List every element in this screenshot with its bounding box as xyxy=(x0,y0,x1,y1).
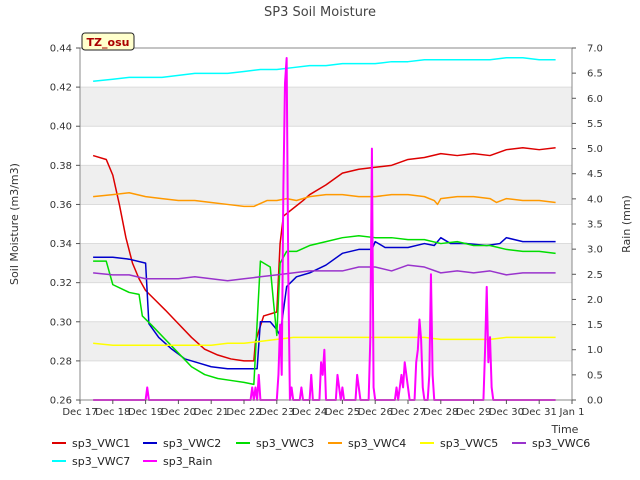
legend-item-sp3_VWC7: sp3_VWC7 xyxy=(52,455,130,468)
x-tick-label: Dec 25 xyxy=(325,407,360,418)
y-tick-label-left: 0.40 xyxy=(50,122,72,133)
legend-label: sp3_VWC4 xyxy=(348,437,406,450)
grid-lines xyxy=(80,47,572,401)
y-tick-label-right: 0.5 xyxy=(587,370,603,381)
legend-label: sp3_VWC7 xyxy=(72,455,130,468)
legend-label: sp3_VWC6 xyxy=(532,437,590,450)
x-tick-label: Dec 24 xyxy=(292,407,327,418)
grid-bands xyxy=(80,87,572,361)
x-tick-label: Dec 19 xyxy=(128,407,163,418)
legend-label: sp3_VWC5 xyxy=(440,437,498,450)
y-tick-label-right: 0.0 xyxy=(587,396,603,407)
y-tick-label-left: 0.30 xyxy=(50,317,72,328)
site-badge-label: TZ_osu xyxy=(87,36,130,49)
y-tick-label-right: 2.5 xyxy=(587,270,603,281)
x-axis-title: Time xyxy=(551,423,579,436)
y-tick-label-right: 6.5 xyxy=(587,69,603,80)
x-tick-label: Dec 21 xyxy=(194,407,229,418)
legend-item-sp3_VWC3: sp3_VWC3 xyxy=(236,437,314,450)
legend-label: sp3_VWC2 xyxy=(163,437,221,450)
x-tick-label: Dec 18 xyxy=(95,407,130,418)
y-tick-label-left: 0.34 xyxy=(50,239,72,250)
legend-label: sp3_VWC1 xyxy=(72,437,130,450)
y-axis-right-title: Rain (mm) xyxy=(620,195,633,253)
y-tick-label-left: 0.44 xyxy=(50,44,72,55)
site-badge-box xyxy=(81,32,135,51)
series-line-sp3_VWC1 xyxy=(92,146,556,362)
legend-item-sp3_VWC5: sp3_VWC5 xyxy=(420,437,498,450)
y-tick-label-left: 0.42 xyxy=(50,83,72,94)
y-axis-left-title: Soil Moisture (m3/m3) xyxy=(8,163,21,285)
legend-item-sp3_VWC1: sp3_VWC1 xyxy=(52,437,130,450)
y-tick-label-left: 0.32 xyxy=(50,278,72,289)
x-tick-label: Jan 1 xyxy=(559,407,585,418)
legend-label: sp3_VWC3 xyxy=(256,437,314,450)
y-tick-label-right: 3.5 xyxy=(587,220,603,231)
y-tick-label-left: 0.26 xyxy=(50,396,72,407)
y-tick-label-right: 1.5 xyxy=(587,320,603,331)
x-tick-label: Dec 26 xyxy=(358,407,393,418)
grid-band xyxy=(80,243,572,283)
x-tick-label: Dec 29 xyxy=(456,407,491,418)
x-tick-label: Dec 22 xyxy=(226,407,261,418)
x-tick-label: Dec 28 xyxy=(423,407,458,418)
y-tick-label-left: 0.38 xyxy=(50,161,72,172)
y-tick-label-left: 0.28 xyxy=(50,356,72,367)
y-tick-label-right: 6.0 xyxy=(587,94,603,105)
y-tick-label-right: 1.0 xyxy=(587,345,603,356)
y-tick-label-right: 7.0 xyxy=(587,44,603,55)
x-tick-label: Dec 30 xyxy=(489,407,524,418)
legend-item-sp3_VWC6: sp3_VWC6 xyxy=(512,437,590,450)
series-line-sp3_VWC5 xyxy=(93,336,556,346)
y-tick-label-right: 5.0 xyxy=(587,144,603,155)
x-tick-label: Dec 27 xyxy=(390,407,425,418)
legend-item-sp3_Rain: sp3_Rain xyxy=(143,455,212,468)
x-tick-label: Dec 20 xyxy=(161,407,196,418)
series-line-sp3_VWC6 xyxy=(93,264,556,282)
y-axis-right: 0.0 0.5 1.0 1.5 2.0 2.5 3.0 3.5 4.0 4.5 5.0 5.5 6.0 6… xyxy=(572,44,603,407)
y-axis-left: 0.26 0.28 0.30 0.32 0.34 0.36 0.38 0.40 0.42 0.44 xyxy=(50,44,80,407)
legend-item-sp3_VWC4: sp3_VWC4 xyxy=(328,437,406,450)
series-line-sp3_VWC4 xyxy=(93,191,556,208)
y-tick-label-right: 5.5 xyxy=(587,119,603,130)
site-badge: TZ_osu xyxy=(81,32,135,51)
x-tick-label: Dec 31 xyxy=(522,407,557,418)
y-tick-label-right: 2.0 xyxy=(587,295,603,306)
chart-title: SP3 Soil Moisture xyxy=(264,5,376,20)
y-tick-label-right: 3.0 xyxy=(587,245,603,256)
series-line-sp3_VWC7 xyxy=(93,57,556,82)
legend-label: sp3_Rain xyxy=(163,455,212,468)
grid-band xyxy=(80,87,572,127)
x-tick-label: Dec 17 xyxy=(62,407,97,418)
y-tick-label-right: 4.5 xyxy=(587,169,603,180)
y-tick-label-right: 4.0 xyxy=(587,194,603,205)
legend: sp3_VWC1 sp3_VWC2 sp3_VWC3 sp3_VWC4 sp3_VWC5… xyxy=(52,437,590,468)
x-tick-label: Dec 23 xyxy=(259,407,294,418)
series-line-sp3_VWC3 xyxy=(93,234,556,386)
legend-item-sp3_VWC2: sp3_VWC2 xyxy=(143,437,221,450)
y-tick-label-left: 0.36 xyxy=(50,200,72,211)
